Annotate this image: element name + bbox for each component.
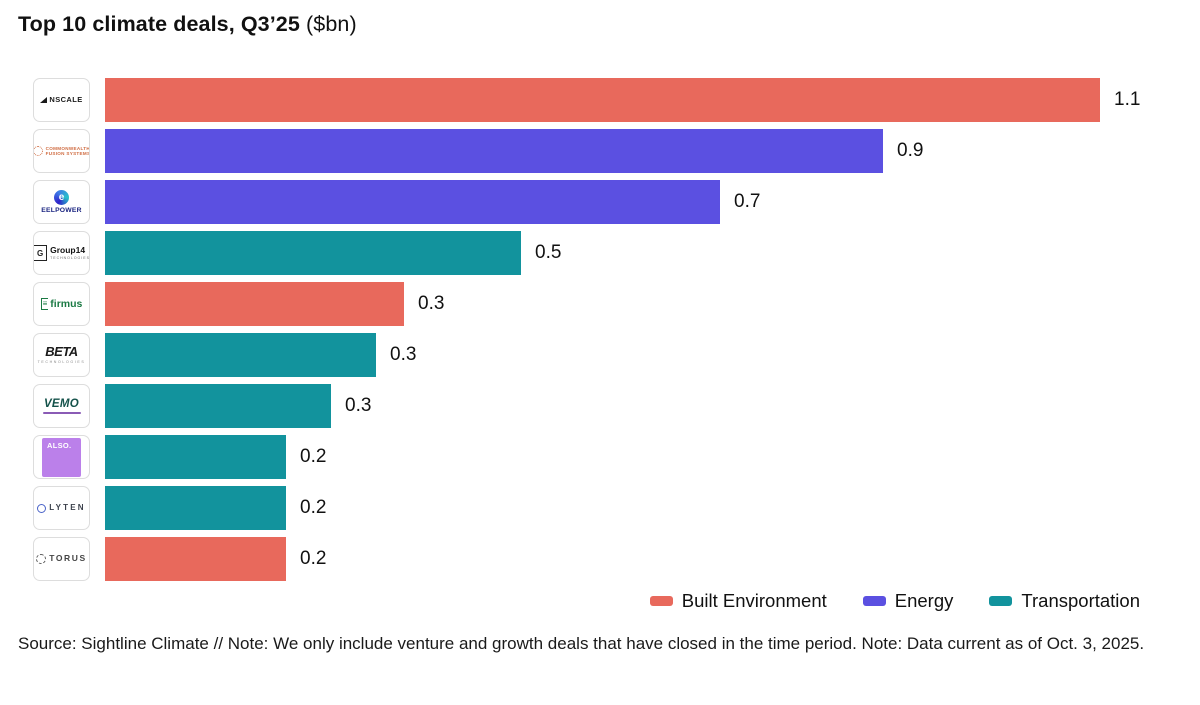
logo-nscale: NSCALE	[33, 78, 90, 122]
chart-title-unit: ($bn)	[299, 12, 357, 36]
bar-lyten	[105, 486, 286, 530]
bar-torus	[105, 537, 286, 581]
commonwealth-fusion-sunburst-mark	[34, 146, 43, 156]
bar-group14	[105, 231, 521, 275]
value-label-lyten: 0.2	[300, 497, 327, 518]
logo-text: EELPOWER	[41, 206, 82, 214]
group14-element-square-mark: G	[34, 245, 48, 261]
logo-also: ALSO.	[33, 435, 90, 479]
firmus-bracket-mark: ≡	[40, 298, 49, 310]
legend-item-1: Energy	[862, 590, 954, 612]
logo-text: firmus	[50, 297, 83, 310]
bar-beta	[105, 333, 376, 377]
logo-vemo: VEMO	[33, 384, 90, 428]
bar-row-eelpower: e EELPOWER 0.7	[33, 180, 1140, 224]
logo-subtext: TECHNOLOGIES	[37, 360, 86, 365]
logo-text: TORUS	[49, 553, 87, 564]
value-label-firmus: 0.3	[418, 293, 445, 314]
source-note: Source: Sightline Climate // Note: We on…	[18, 634, 1145, 653]
chart-title: Top 10 climate deals, Q3’25 ($bn)	[18, 12, 357, 37]
bar-cfs	[105, 129, 883, 173]
logo-text: Group14	[50, 245, 86, 256]
bar-row-vemo: VEMO 0.3	[33, 384, 1140, 428]
logo-subtext: FUSION SYSTEMS	[45, 151, 90, 156]
logo-text: ALSO.	[47, 440, 72, 450]
logo-firmus: ≡ firmus	[33, 282, 90, 326]
legend-label: Transportation	[1021, 590, 1140, 611]
torus-gear-ring-mark	[36, 554, 47, 564]
legend-label: Energy	[894, 590, 954, 611]
bar-row-lyten: LYTEN 0.2	[33, 486, 1140, 530]
chart-rows: NSCALE 1.1 COMMONWEALTH FUSION SYSTEMS 0…	[33, 78, 1140, 588]
value-label-also: 0.2	[300, 446, 327, 467]
bar-vemo	[105, 384, 331, 428]
bar-also	[105, 435, 286, 479]
logo-text: COMMONWEALTH	[45, 145, 90, 151]
bar-row-beta: BETA TECHNOLOGIES 0.3	[33, 333, 1140, 377]
logo-subtext	[42, 411, 81, 415]
chart-title-main: Top 10 climate deals, Q3’25	[18, 12, 300, 36]
value-label-torus: 0.2	[300, 548, 327, 569]
logo-text: NSCALE	[49, 94, 83, 104]
logo-text: VEMO	[43, 397, 80, 410]
logo-beta: BETA TECHNOLOGIES	[33, 333, 90, 377]
logo-cfs: COMMONWEALTH FUSION SYSTEMS	[33, 129, 90, 173]
legend-swatch	[862, 596, 886, 606]
legend-label: Built Environment	[681, 590, 827, 611]
value-label-eelpower: 0.7	[734, 191, 761, 212]
bar-row-group14: G Group14 TECHNOLOGIES 0.5	[33, 231, 1140, 275]
legend-item-0: Built Environment	[649, 590, 827, 612]
legend-swatch	[649, 596, 673, 606]
legend-item-2: Transportation	[989, 590, 1140, 612]
bar-row-firmus: ≡ firmus 0.3	[33, 282, 1140, 326]
logo-text: LYTEN	[49, 503, 86, 513]
logo-subtext: TECHNOLOGIES	[50, 255, 90, 260]
logo-text: BETA	[45, 344, 78, 360]
eelpower-circle-e-mark: e	[54, 189, 69, 205]
bar-row-also: ALSO. 0.2	[33, 435, 1140, 479]
bar-eelpower	[105, 180, 720, 224]
value-label-nscale: 1.1	[1114, 89, 1141, 110]
value-label-cfs: 0.9	[897, 140, 924, 161]
value-label-beta: 0.3	[390, 344, 417, 365]
logo-eelpower: e EELPOWER	[33, 180, 90, 224]
value-label-group14: 0.5	[535, 242, 562, 263]
value-label-vemo: 0.3	[345, 395, 372, 416]
legend: Built Environment Energy Transportation	[649, 590, 1140, 612]
logo-group14: G Group14 TECHNOLOGIES	[33, 231, 90, 275]
bar-row-cfs: COMMONWEALTH FUSION SYSTEMS 0.9	[33, 129, 1140, 173]
logo-lyten: LYTEN	[33, 486, 90, 530]
bar-firmus	[105, 282, 404, 326]
bar-nscale	[105, 78, 1100, 122]
bar-row-nscale: NSCALE 1.1	[33, 78, 1140, 122]
legend-swatch	[989, 596, 1013, 606]
bar-row-torus: TORUS 0.2	[33, 537, 1140, 581]
logo-torus: TORUS	[33, 537, 90, 581]
nscale-triangle-mark	[40, 97, 48, 103]
lyten-ring-mark	[37, 503, 47, 513]
